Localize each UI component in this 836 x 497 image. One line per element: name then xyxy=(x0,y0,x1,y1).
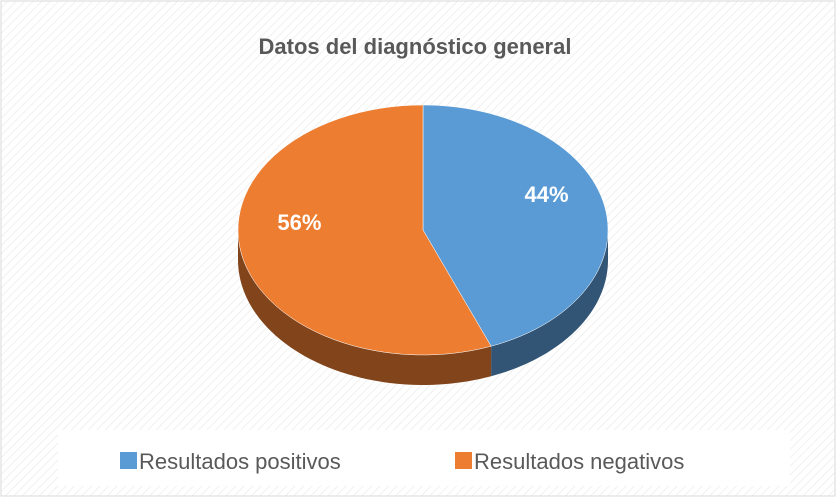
data-label: 44% xyxy=(525,182,569,207)
pie-slice xyxy=(422,104,609,347)
legend-label: Resultados negativos xyxy=(474,449,684,474)
slice-side xyxy=(238,230,492,385)
slice-side xyxy=(491,230,608,377)
legend-swatch xyxy=(120,452,137,469)
legend-label: Resultados positivos xyxy=(139,449,341,474)
pie-slice xyxy=(237,104,492,356)
chart-title: Datos del diagnóstico general xyxy=(259,34,572,59)
legend-swatch xyxy=(455,452,472,469)
data-label: 56% xyxy=(277,210,321,235)
legend-box xyxy=(58,430,790,486)
